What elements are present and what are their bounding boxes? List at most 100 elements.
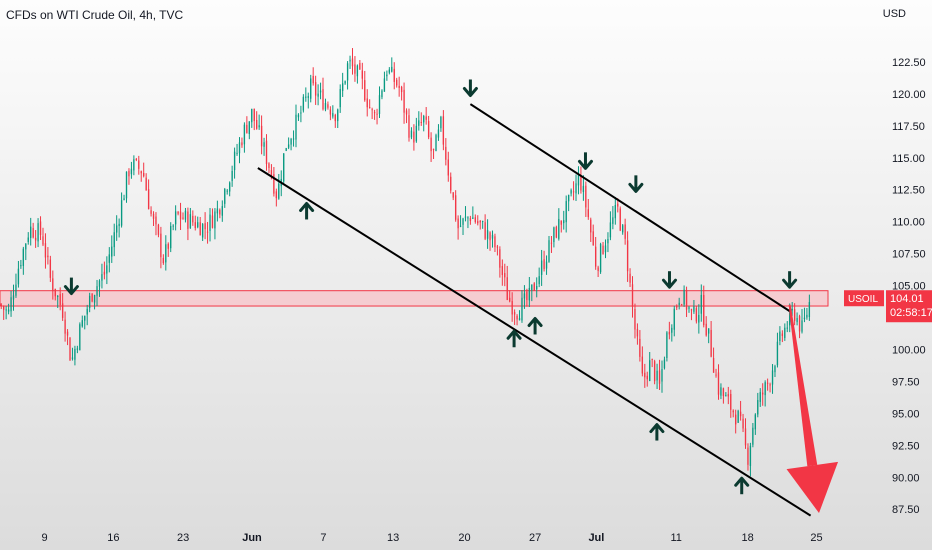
- currency-label: USD: [882, 8, 906, 20]
- candle-body: [543, 259, 545, 269]
- candle-body: [103, 271, 106, 275]
- candle-body: [305, 96, 307, 98]
- candle-body: [150, 210, 152, 214]
- candle-body: [491, 234, 494, 239]
- candle-body: [332, 113, 334, 117]
- down-arrow-icon: [782, 271, 798, 289]
- candle-body: [123, 198, 125, 201]
- candle-body: [295, 114, 297, 140]
- candle-body: [575, 183, 577, 194]
- candle-body: [369, 107, 371, 109]
- candle-body: [319, 90, 322, 93]
- candle-body: [157, 224, 160, 235]
- candle-body: [57, 296, 59, 298]
- arrow-head: [628, 182, 644, 193]
- candle-body: [685, 290, 688, 310]
- candle-body: [396, 79, 398, 86]
- candle-body: [717, 372, 720, 395]
- candle-body: [676, 306, 678, 308]
- candle-body: [457, 218, 459, 229]
- candle-body: [427, 121, 430, 138]
- candle-body: [155, 216, 157, 225]
- candle-body: [636, 328, 639, 337]
- candle-body: [418, 120, 420, 126]
- candle-body: [182, 217, 184, 219]
- candle-body: [209, 214, 211, 231]
- candle-body: [793, 309, 796, 321]
- candle-body: [86, 308, 88, 315]
- candle-body: [545, 261, 548, 269]
- candle-body: [700, 294, 702, 314]
- candle-body: [44, 243, 47, 258]
- candle-body: [211, 215, 214, 228]
- candle-body: [489, 232, 491, 241]
- candle-body: [781, 333, 784, 337]
- chart-title: CFDs on WTI Crude Oil, 4h, TVC: [6, 8, 184, 22]
- candle-body: [617, 203, 619, 207]
- candle-body: [808, 302, 811, 317]
- countdown-label: 02:58:17: [890, 307, 932, 319]
- candle-body: [703, 295, 705, 326]
- y-tick-label: 97.50: [892, 376, 920, 388]
- candle-body: [594, 246, 597, 267]
- candle-body: [410, 130, 413, 138]
- candle-body: [791, 308, 793, 311]
- candle-body: [690, 309, 693, 311]
- candle-body: [216, 208, 219, 214]
- candle-body: [145, 177, 147, 191]
- candle-body: [695, 308, 698, 322]
- candle-body: [779, 331, 781, 341]
- candle-body: [283, 153, 285, 182]
- candle-body: [789, 309, 791, 326]
- candle-body: [521, 297, 523, 321]
- candle-body: [592, 231, 594, 246]
- candle-body: [710, 329, 712, 357]
- candle-body: [698, 314, 700, 323]
- candle-body: [275, 191, 278, 199]
- candle-body: [194, 222, 196, 229]
- candle-body: [501, 266, 504, 275]
- candle-body: [302, 96, 305, 111]
- candle-body: [666, 332, 668, 359]
- candle-body: [138, 160, 140, 169]
- candle-body: [408, 115, 410, 138]
- up-arrow-icon: [299, 201, 315, 220]
- candle-body: [445, 146, 447, 160]
- candle-body: [528, 287, 531, 301]
- candle-body: [356, 65, 359, 77]
- candle-body: [312, 76, 314, 84]
- candle-body: [727, 394, 729, 397]
- y-tick-label: 120.00: [892, 89, 926, 101]
- candle-body: [450, 176, 452, 191]
- down-arrow-icon: [628, 175, 644, 193]
- candle-body: [423, 115, 425, 123]
- candle-body: [310, 78, 312, 99]
- candle-body: [509, 297, 511, 302]
- candle-body: [747, 447, 749, 465]
- candle-body: [712, 358, 715, 373]
- candle-body: [705, 323, 707, 336]
- last-price-label: 104.01: [890, 293, 924, 305]
- candle-body: [614, 205, 616, 219]
- candle-body: [54, 288, 56, 297]
- x-tick-label: 25: [810, 532, 822, 544]
- candle-body: [786, 327, 788, 329]
- candle-body: [47, 255, 49, 258]
- candle-body: [388, 69, 391, 73]
- candle-body: [398, 85, 400, 88]
- candle-body: [452, 192, 454, 198]
- candle-body: [177, 211, 179, 214]
- candle-body: [228, 182, 231, 192]
- arrow-head: [299, 201, 315, 212]
- candle-body: [742, 418, 744, 429]
- candle-body: [88, 295, 91, 309]
- candle-body: [0, 304, 2, 307]
- candle-body: [582, 185, 585, 193]
- candle-body: [744, 428, 747, 446]
- candle-body: [174, 211, 177, 225]
- candle-body: [81, 320, 83, 327]
- candle-body: [757, 400, 759, 415]
- candle-body: [106, 265, 108, 274]
- candle-body: [251, 108, 253, 123]
